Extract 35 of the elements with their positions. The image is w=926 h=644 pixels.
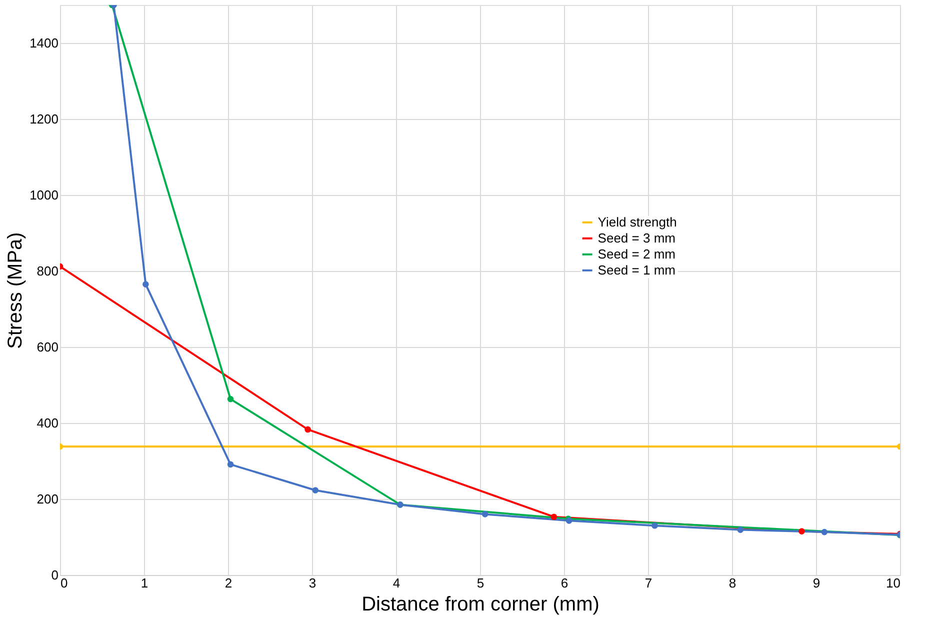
legend-label: Seed = 2 mm (598, 246, 676, 262)
point (550, 514, 558, 520)
x-tick-label: 7 (644, 576, 652, 590)
point (798, 528, 805, 534)
x-tick-label: 1 (140, 576, 148, 590)
point (304, 426, 311, 433)
y-axis-title: Stress (MPa) (4, 232, 27, 349)
x-tick-label: 2 (224, 576, 232, 590)
legend-label: Seed = 3 mm (598, 230, 676, 246)
point (227, 461, 234, 468)
y-tick-label: 1400 (30, 36, 58, 50)
x-tick-label: 9 (812, 576, 820, 590)
x-axis-title: Distance from corner (mm) (362, 594, 600, 616)
y-tick-label: 1000 (30, 188, 58, 202)
legend-label: Yield strength (598, 214, 677, 230)
point (652, 522, 658, 529)
point (312, 487, 319, 494)
x-tick-label: 8 (728, 576, 736, 590)
x-tick-label: 3 (308, 576, 316, 590)
point (142, 281, 149, 288)
point (227, 396, 234, 402)
point (821, 528, 828, 536)
x-tick-label: 6 (560, 576, 568, 590)
x-tick-label: 5 (476, 576, 484, 590)
point (482, 511, 488, 518)
point (737, 526, 744, 533)
x-tick-label: 0 (60, 576, 68, 590)
x-tick-label: 10 (886, 576, 900, 590)
y-tick-label: 200 (36, 492, 58, 506)
legend-label: Seed = 1 mm (598, 262, 676, 278)
y-tick-label: 800 (36, 264, 58, 278)
y-tick-label: 600 (36, 340, 58, 354)
y-tick-label: 400 (36, 416, 58, 430)
y-tick-label: 1200 (30, 112, 58, 126)
x-tick-label: 4 (392, 576, 400, 590)
